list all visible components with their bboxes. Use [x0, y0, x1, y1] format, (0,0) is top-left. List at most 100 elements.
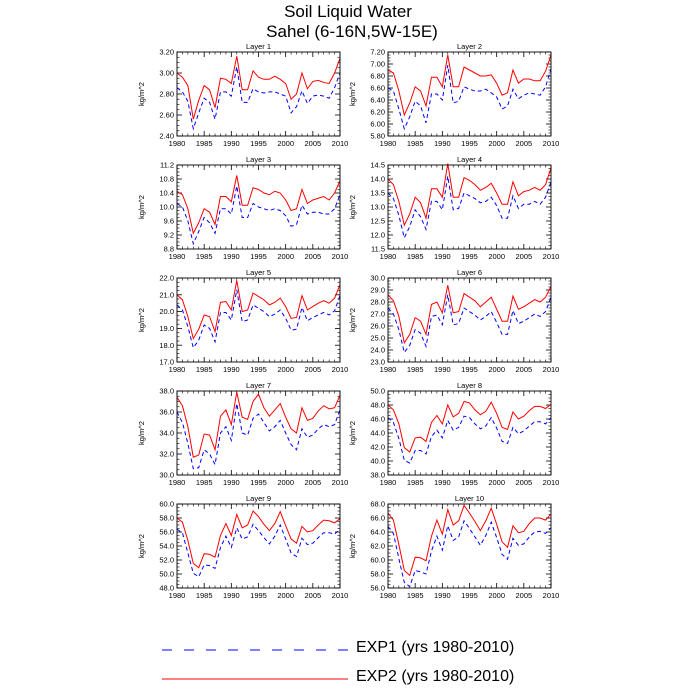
y-tick-label: 14.0: [370, 175, 385, 184]
x-tick-label: 1980: [169, 139, 186, 148]
y-tick-label: 48.0: [370, 401, 385, 410]
x-tick-label: 1995: [461, 591, 478, 600]
plot-frame-layer-5: [176, 277, 341, 363]
series-line-exp1-layer-4: [387, 176, 552, 240]
x-tick-label: 2000: [277, 139, 294, 148]
y-tick-label: 5.80: [370, 132, 385, 141]
x-tick-label: 1990: [434, 252, 451, 261]
y-tick-label: 60.0: [159, 500, 174, 509]
y-tick-label: 7.20: [370, 48, 385, 57]
y-tick-label: 40.0: [370, 457, 385, 466]
panel-layer-9: Layer 9 kg/m^2 48.0 50.0 52.0 54.0 56.0 58.0 60.…: [137, 494, 348, 600]
panel-layer-4: Layer 4 kg/m^2 11.5 12.0 12.5 13.0 13.5 14.0 14.…: [348, 155, 559, 261]
x-tick-label: 1990: [434, 139, 451, 148]
y-tick-label: 13.0: [370, 203, 385, 212]
series-line-exp2-layer-3: [176, 175, 341, 235]
y-tick-label: 11.5: [371, 245, 385, 254]
panel-title-layer-1: Layer 1: [246, 42, 271, 51]
y-tick-label: 17.0: [159, 358, 174, 367]
x-tick-label: 1980: [169, 365, 186, 374]
x-tick-label: 2000: [277, 591, 294, 600]
y-tick-label: 12.0: [370, 231, 385, 240]
x-tick-label: 1990: [434, 478, 451, 487]
x-tick-label: 1995: [461, 252, 478, 261]
y-tick-label: 2.80: [159, 90, 174, 99]
panel-title-layer-2: Layer 2: [457, 42, 482, 51]
plot-frame-layer-4: [387, 164, 552, 250]
series-line-exp1-layer-2: [387, 65, 552, 131]
x-tick-label: 1990: [223, 591, 240, 600]
panel-title-layer-9: Layer 9: [246, 494, 271, 503]
x-tick-label: 2010: [332, 365, 349, 374]
legend-exp2-label: EXP2 (yrs 1980-2010): [356, 668, 515, 685]
y-tick-label: 30.0: [370, 274, 385, 283]
y-tick-label: 21.0: [159, 290, 174, 299]
y-axis-label-layer-2: kg/m^2: [348, 82, 357, 106]
y-tick-label: 6.80: [370, 72, 385, 81]
y-tick-label: 52.0: [159, 556, 174, 565]
panel-layer-8: Layer 8 kg/m^2 38.0 40.0 42.0 44.0 46.0 48.0 50.…: [348, 381, 559, 487]
y-tick-label: 22.0: [159, 274, 174, 283]
chart-title-line2: Sahel (6-16N,5W-15E): [266, 22, 438, 41]
y-tick-label: 8.8: [164, 245, 174, 254]
series-line-exp1-layer-1: [176, 66, 341, 131]
x-tick-label: 1985: [407, 365, 424, 374]
y-axis-label-layer-8: kg/m^2: [348, 421, 357, 445]
series-line-exp1-layer-9: [176, 523, 341, 578]
y-axis-label-layer-7: kg/m^2: [137, 421, 146, 445]
x-tick-label: 1990: [223, 139, 240, 148]
x-tick-label: 1980: [380, 252, 397, 261]
series-line-exp2-layer-10: [387, 504, 552, 577]
y-tick-label: 60.0: [370, 556, 385, 565]
x-tick-label: 2010: [332, 591, 349, 600]
y-tick-label: 36.0: [159, 408, 174, 417]
y-tick-label: 44.0: [370, 429, 385, 438]
y-tick-label: 23.0: [370, 358, 385, 367]
x-tick-label: 2000: [488, 139, 505, 148]
y-tick-label: 58.0: [159, 514, 174, 523]
plot-frame-layer-7: [176, 390, 341, 476]
x-tick-label: 2005: [304, 591, 321, 600]
x-tick-label: 1990: [223, 365, 240, 374]
series-line-exp2-layer-8: [387, 400, 552, 453]
y-axis-label-layer-1: kg/m^2: [137, 82, 146, 106]
y-tick-label: 28.0: [370, 298, 385, 307]
y-axis-label-layer-6: kg/m^2: [348, 308, 357, 332]
series-line-exp2-layer-2: [387, 54, 552, 117]
x-tick-label: 1990: [223, 252, 240, 261]
panel-title-layer-7: Layer 7: [246, 381, 271, 390]
x-tick-label: 2000: [277, 252, 294, 261]
y-tick-label: 64.0: [370, 528, 385, 537]
y-tick-label: 56.0: [159, 528, 174, 537]
x-tick-label: 1980: [380, 365, 397, 374]
panel-title-layer-3: Layer 3: [246, 155, 271, 164]
panel-layer-6: Layer 6 kg/m^2 23.0 24.0 25.0 26.0 27.0 28.0 29.…: [348, 268, 559, 374]
y-tick-label: 25.0: [370, 334, 385, 343]
x-tick-label: 1985: [196, 365, 213, 374]
x-tick-label: 2005: [304, 365, 321, 374]
series-line-exp1-layer-7: [176, 403, 341, 470]
y-axis-label-layer-4: kg/m^2: [348, 195, 357, 219]
x-tick-label: 2005: [515, 252, 532, 261]
y-tick-label: 20.0: [159, 307, 174, 316]
x-tick-label: 2005: [515, 591, 532, 600]
chart-title-line1: Soil Liquid Water: [284, 2, 412, 21]
x-tick-label: 1980: [380, 139, 397, 148]
x-tick-label: 1985: [196, 252, 213, 261]
y-tick-label: 48.0: [159, 584, 174, 593]
x-tick-label: 1980: [380, 591, 397, 600]
x-tick-label: 1995: [250, 365, 267, 374]
panel-layer-2: Layer 2 kg/m^2 5.80 6.00 6.20 6.40 6.60 6.80 7.0…: [348, 42, 559, 148]
series-line-exp1-layer-6: [387, 294, 552, 354]
x-tick-label: 2000: [488, 365, 505, 374]
series-line-exp1-layer-5: [176, 289, 341, 349]
plot-frame-layer-1: [176, 51, 341, 137]
x-tick-label: 2000: [488, 252, 505, 261]
panel-grid: Layer 1 kg/m^2 2.40 2.60 2.80 3.00 3.20 1980 198…: [137, 42, 559, 600]
y-tick-label: 30.0: [159, 471, 174, 480]
y-tick-label: 32.0: [159, 450, 174, 459]
y-tick-label: 24.0: [370, 346, 385, 355]
panel-layer-1: Layer 1 kg/m^2 2.40 2.60 2.80 3.00 3.20 1980 198…: [137, 42, 348, 148]
x-tick-label: 2000: [277, 478, 294, 487]
y-tick-label: 68.0: [370, 500, 385, 509]
